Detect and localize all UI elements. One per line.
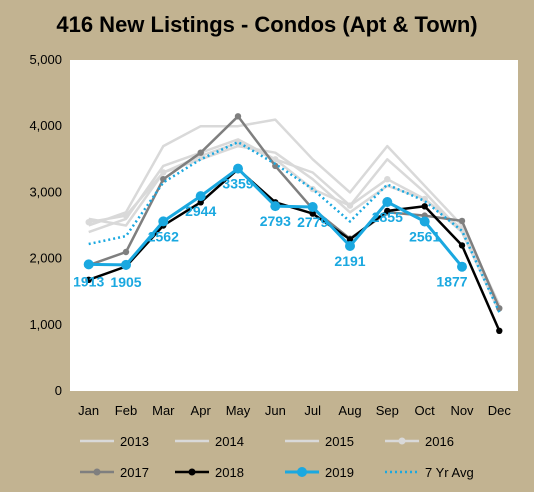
series-2016-line bbox=[88, 141, 501, 309]
x-tick-label: Sep bbox=[376, 403, 399, 418]
series-2018-point bbox=[346, 236, 354, 243]
series-2019-point bbox=[345, 241, 355, 251]
series-2017-point bbox=[197, 149, 204, 156]
legend-item-2017: 2017 bbox=[80, 465, 149, 480]
series-2019 bbox=[83, 163, 467, 272]
data-label-2019: 1877 bbox=[436, 274, 467, 290]
series-2018-point bbox=[496, 327, 503, 334]
series-lines bbox=[83, 113, 503, 334]
series-2019-point bbox=[233, 163, 243, 174]
legend-item-2019: 2019 bbox=[285, 465, 354, 480]
series-2019-point bbox=[270, 201, 281, 212]
x-tick-label: Aug bbox=[338, 403, 361, 418]
series-2019-point bbox=[382, 197, 393, 207]
data-label-2019: 1913 bbox=[73, 273, 104, 289]
series-2014-line bbox=[88, 118, 501, 306]
y-tick-label: 2,000 bbox=[29, 251, 62, 266]
legend-item-2016: 2016 bbox=[385, 434, 454, 449]
legend-item-2019-label: 2019 bbox=[325, 465, 354, 480]
legend-item-2018: 2018 bbox=[175, 465, 244, 480]
chart-title: 416 New Listings - Condos (Apt & Town) bbox=[56, 12, 477, 37]
series-2016-point bbox=[160, 169, 167, 176]
series-2019-point bbox=[83, 259, 94, 270]
legend-item-2015-label: 2015 bbox=[325, 434, 354, 449]
series-2019-point bbox=[121, 259, 131, 270]
legend-item-2019-marker bbox=[297, 467, 307, 477]
legend-item-2015: 2015 bbox=[285, 434, 354, 449]
data-label-2019: 2793 bbox=[260, 213, 291, 229]
y-tick-label: 3,000 bbox=[29, 184, 62, 199]
series-2016-point bbox=[384, 176, 391, 183]
legend: 2013 2014 2015 2016 2017 2018 2019 7 Yr Avg bbox=[80, 434, 474, 480]
series-2017-line bbox=[88, 115, 501, 309]
series-2016-point bbox=[421, 195, 428, 203]
data-label-2019: 3359 bbox=[222, 176, 253, 192]
legend-item-2013-label: 2013 bbox=[120, 434, 149, 449]
series-2014 bbox=[88, 118, 501, 306]
x-tick-label: Jan bbox=[78, 403, 99, 418]
data-labels: 1913 1905 2562 2944 3359 2793 2779 2191 2855 2561… bbox=[73, 176, 468, 290]
x-tick-label: Jul bbox=[304, 403, 321, 418]
data-label-2019: 2191 bbox=[334, 253, 365, 269]
series-2018-point bbox=[85, 276, 92, 283]
legend-item-2018-marker bbox=[188, 468, 196, 476]
series-2016-point bbox=[85, 219, 92, 226]
series-2019-point bbox=[307, 202, 318, 212]
data-label-2019: 2561 bbox=[409, 229, 440, 245]
data-label-2019: 1905 bbox=[110, 274, 141, 290]
series-2018-point bbox=[384, 207, 391, 215]
series-2018-point bbox=[421, 203, 428, 210]
x-axis: Jan Feb Mar Apr May Jun Jul Aug Sep Oct Nov Dec bbox=[78, 403, 511, 418]
series-2017-point bbox=[234, 113, 242, 120]
y-axis: 0 1,000 2,000 3,000 4,000 5,000 bbox=[29, 52, 62, 398]
series-2016-point bbox=[272, 156, 279, 163]
series-2019-point bbox=[158, 216, 169, 227]
legend-item-7-yr-avg-label: 7 Yr Avg bbox=[425, 465, 474, 480]
y-tick-label: 4,000 bbox=[29, 118, 62, 133]
legend-item-2016-marker bbox=[398, 437, 406, 445]
y-tick-label: 1,000 bbox=[29, 317, 62, 332]
legend-item-2014: 2014 bbox=[175, 434, 244, 449]
data-label-2019: 2562 bbox=[148, 228, 179, 244]
series-2018-point bbox=[309, 210, 316, 217]
x-tick-label: Jun bbox=[265, 403, 286, 418]
series-2017-point bbox=[122, 248, 130, 256]
x-tick-label: Nov bbox=[450, 403, 474, 418]
legend-item-7-yr-avg: 7 Yr Avg bbox=[385, 465, 474, 480]
x-tick-label: Oct bbox=[415, 403, 436, 418]
series-2019-point bbox=[195, 191, 206, 202]
legend-item-2017-marker bbox=[93, 468, 101, 476]
series-2019-point bbox=[457, 261, 467, 272]
series-2019-point bbox=[419, 216, 430, 227]
series-2016-point bbox=[122, 212, 130, 219]
legend-item-2016-label: 2016 bbox=[425, 434, 454, 449]
series-2016-point bbox=[346, 202, 354, 209]
data-label-2019: 2944 bbox=[185, 203, 216, 219]
series-2018-point bbox=[458, 242, 466, 249]
x-tick-label: Dec bbox=[488, 403, 512, 418]
series-2016 bbox=[85, 139, 503, 312]
plot-area bbox=[70, 60, 518, 391]
legend-item-2014-label: 2014 bbox=[215, 434, 244, 449]
legend-item-2018-label: 2018 bbox=[215, 465, 244, 480]
legend-item-2013: 2013 bbox=[80, 434, 149, 449]
y-tick-label: 0 bbox=[55, 383, 62, 398]
data-label-2019: 2779 bbox=[297, 214, 328, 230]
x-tick-label: Apr bbox=[191, 403, 212, 418]
data-label-2019: 2855 bbox=[372, 209, 403, 225]
x-tick-label: May bbox=[226, 403, 251, 418]
legend-item-2017-label: 2017 bbox=[120, 465, 149, 480]
y-tick-label: 5,000 bbox=[29, 52, 62, 67]
x-tick-label: Mar bbox=[152, 403, 175, 418]
x-tick-label: Feb bbox=[115, 403, 137, 418]
series-2017-point bbox=[458, 217, 466, 225]
